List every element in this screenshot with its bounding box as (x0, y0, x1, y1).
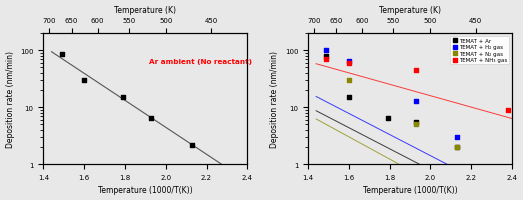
TEMAT + Ar (322, 55, 331, 58)
Point (80, 79, 88, 82)
TEMAT + NH₃ gas (412, 69, 420, 72)
TEMAT + NH₃ gas (504, 109, 512, 112)
Point (119, 96, 127, 99)
Point (188, 143, 197, 146)
TEMAT + N₂ gas (345, 79, 353, 82)
TEMAT + N₂ gas (453, 146, 461, 149)
TEMAT + H₂ gas (453, 136, 461, 139)
TEMAT + NH₃ gas (345, 62, 353, 65)
Legend: TEMAT + Ar, TEMAT + H₂ gas, TEMAT + N₂ gas, TEMAT + NH₃ gas: TEMAT + Ar, TEMAT + H₂ gas, TEMAT + N₂ g… (450, 36, 509, 65)
Y-axis label: Deposition rate (nm/min): Deposition rate (nm/min) (270, 51, 279, 147)
Point (58, 53, 66, 56)
TEMAT + Ar (345, 96, 353, 99)
TEMAT + H₂ gas (345, 60, 353, 63)
Y-axis label: Deposition rate (nm/min): Deposition rate (nm/min) (6, 51, 15, 147)
TEMAT + H₂ gas (412, 99, 420, 103)
TEMAT + Ar (383, 117, 392, 120)
X-axis label: Temperature (K): Temperature (K) (379, 6, 441, 14)
Text: Ar ambient (No reactant): Ar ambient (No reactant) (150, 59, 253, 65)
TEMAT + Ar (453, 146, 461, 149)
TEMAT + N₂ gas (412, 123, 420, 126)
TEMAT + NH₃ gas (322, 58, 331, 61)
X-axis label: Temperature (1000/T(K)): Temperature (1000/T(K)) (362, 186, 457, 194)
TEMAT + Ar (412, 121, 420, 124)
TEMAT + H₂ gas (322, 49, 331, 52)
Point (147, 117, 156, 120)
X-axis label: Temperature (K): Temperature (K) (115, 6, 176, 14)
X-axis label: Temperature (1000/T(K)): Temperature (1000/T(K)) (98, 186, 192, 194)
